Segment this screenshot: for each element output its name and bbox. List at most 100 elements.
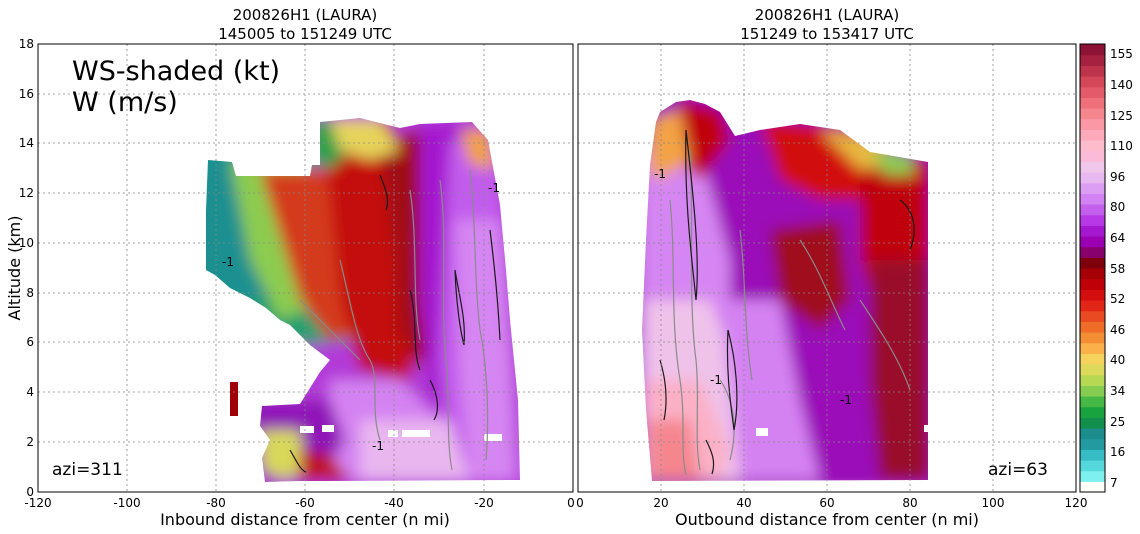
y-ticks: 0 2 4 6 8 10 12 14 16 18 (19, 37, 34, 499)
left-x-tick: 0 (567, 496, 575, 510)
colorbar-tick: 80 (1110, 200, 1125, 214)
colorbar-swatch (1080, 310, 1105, 322)
colorbar-swatch (1080, 321, 1105, 333)
colorbar-tick: 25 (1110, 415, 1125, 429)
left-x-tick: -100 (113, 496, 140, 510)
colorbar-swatch (1080, 342, 1105, 354)
left-contour-label: -1 (222, 255, 234, 269)
colorbar-ticks: 7 16 25 34 40 46 52 58 64 80 96 110 125 … (1110, 47, 1133, 490)
right-x-tick: 40 (736, 496, 751, 510)
y-axis-label: Altitude (km) (5, 216, 24, 321)
right-contour-label: -1 (840, 393, 852, 407)
colorbar-swatch (1080, 406, 1105, 418)
left-wind-field (206, 118, 520, 482)
colorbar-swatch (1080, 214, 1105, 226)
colorbar-tick: 155 (1110, 47, 1133, 61)
colorbar-tick: 110 (1110, 139, 1133, 153)
right-panel: azi=63 -1 -1 -1 0 20 40 60 80 100 120 Ou… (576, 43, 1087, 529)
colorbar-tick: 16 (1110, 445, 1125, 459)
colorbar-swatch (1080, 268, 1105, 280)
colorbar-swatch (1080, 76, 1105, 88)
y-tick: 14 (19, 136, 34, 150)
right-x-tick: 0 (576, 496, 584, 510)
left-x-tick: -20 (474, 496, 494, 510)
right-x-axis-label: Outbound distance from center (n mi) (675, 510, 979, 529)
colorbar-swatch (1080, 374, 1105, 386)
colorbar-swatch (1080, 86, 1105, 98)
right-chart-subtitle: 151249 to 153417 UTC (740, 25, 914, 43)
colorbar-swatch (1080, 204, 1105, 216)
left-annotation-ws: WS-shaded (kt) (72, 56, 280, 87)
colorbar-swatch (1080, 460, 1105, 472)
y-tick: 2 (26, 435, 34, 449)
y-tick: 10 (19, 236, 34, 250)
left-chart-title: 200826H1 (LAURA) (233, 6, 378, 24)
left-contours (289, 169, 501, 473)
left-grid (38, 44, 573, 492)
colorbar-frame (1079, 43, 1106, 493)
colorbar-swatch (1080, 438, 1105, 450)
colorbar-swatch (1080, 332, 1105, 344)
colorbar-tick: 96 (1110, 170, 1125, 184)
colorbar-tick: 125 (1110, 109, 1133, 123)
colorbar-swatch (1080, 236, 1105, 248)
left-panel: WS-shaded (kt) W (m/s) azi=311 -1 -1 -1 … (5, 37, 575, 529)
colorbar-tick: 140 (1110, 78, 1133, 92)
colorbar-tick: 34 (1110, 384, 1125, 398)
y-tick: 0 (26, 485, 34, 499)
colorbar-tick: 46 (1110, 323, 1125, 337)
left-contour-label: -1 (372, 439, 384, 453)
y-tick: 6 (26, 335, 34, 349)
y-tick: 16 (19, 87, 34, 101)
left-x-tick: -80 (206, 496, 226, 510)
colorbar-swatch (1080, 108, 1105, 120)
colorbar-swatch (1080, 54, 1105, 66)
right-x-tick: 20 (653, 496, 668, 510)
right-contour-label: -1 (654, 167, 666, 181)
left-x-tick: -60 (295, 496, 315, 510)
left-x-axis-label: Inbound distance from center (n mi) (160, 510, 450, 529)
colorbar: 7 16 25 34 40 46 52 58 64 80 96 110 125 … (1079, 43, 1133, 493)
colorbar-swatch (1080, 470, 1105, 482)
colorbar-swatch (1080, 289, 1105, 301)
colorbar-tick: 7 (1110, 476, 1118, 490)
colorbar-swatch (1080, 161, 1105, 173)
left-x-ticks: -120 -100 -80 -60 -40 -20 0 (24, 496, 574, 510)
left-chart-subtitle: 145005 to 151249 UTC (218, 25, 392, 43)
colorbar-tick: 52 (1110, 292, 1125, 306)
left-annotation-w: W (m/s) (72, 87, 178, 118)
colorbar-swatch (1080, 225, 1105, 237)
right-axes-frame (577, 43, 1077, 493)
right-annotation-azimuth: azi=63 (988, 460, 1048, 480)
colorbar-swatch (1080, 129, 1105, 141)
colorbar-swatch (1080, 481, 1105, 493)
colorbar-swatch (1080, 364, 1105, 376)
colorbar-tick: 64 (1110, 231, 1125, 245)
right-x-tick: 80 (902, 496, 917, 510)
colorbar-swatch (1080, 118, 1105, 130)
right-chart-title: 200826H1 (LAURA) (755, 6, 900, 24)
colorbar-swatch (1080, 257, 1105, 269)
colorbar-swatch (1080, 44, 1105, 56)
left-contour-label: -1 (488, 181, 500, 195)
colorbar-swatch (1080, 417, 1105, 429)
colorbar-swatch (1080, 172, 1105, 184)
y-tick: 4 (26, 385, 34, 399)
colorbar-swatch (1080, 150, 1105, 162)
right-contour-label: -1 (710, 373, 722, 387)
y-tick: 18 (19, 37, 34, 51)
colorbar-swatches (1080, 44, 1105, 493)
right-x-tick: 120 (1065, 496, 1088, 510)
colorbar-swatch (1080, 300, 1105, 312)
y-tick: 12 (19, 186, 34, 200)
colorbar-swatch (1080, 65, 1105, 77)
colorbar-tick: 58 (1110, 262, 1125, 276)
right-x-tick: 60 (819, 496, 834, 510)
colorbar-swatch (1080, 449, 1105, 461)
colorbar-swatch (1080, 353, 1105, 365)
colorbar-swatch (1080, 396, 1105, 408)
left-x-tick: -120 (24, 496, 51, 510)
right-contours (659, 129, 915, 476)
right-x-ticks: 0 20 40 60 80 100 120 (576, 496, 1087, 510)
